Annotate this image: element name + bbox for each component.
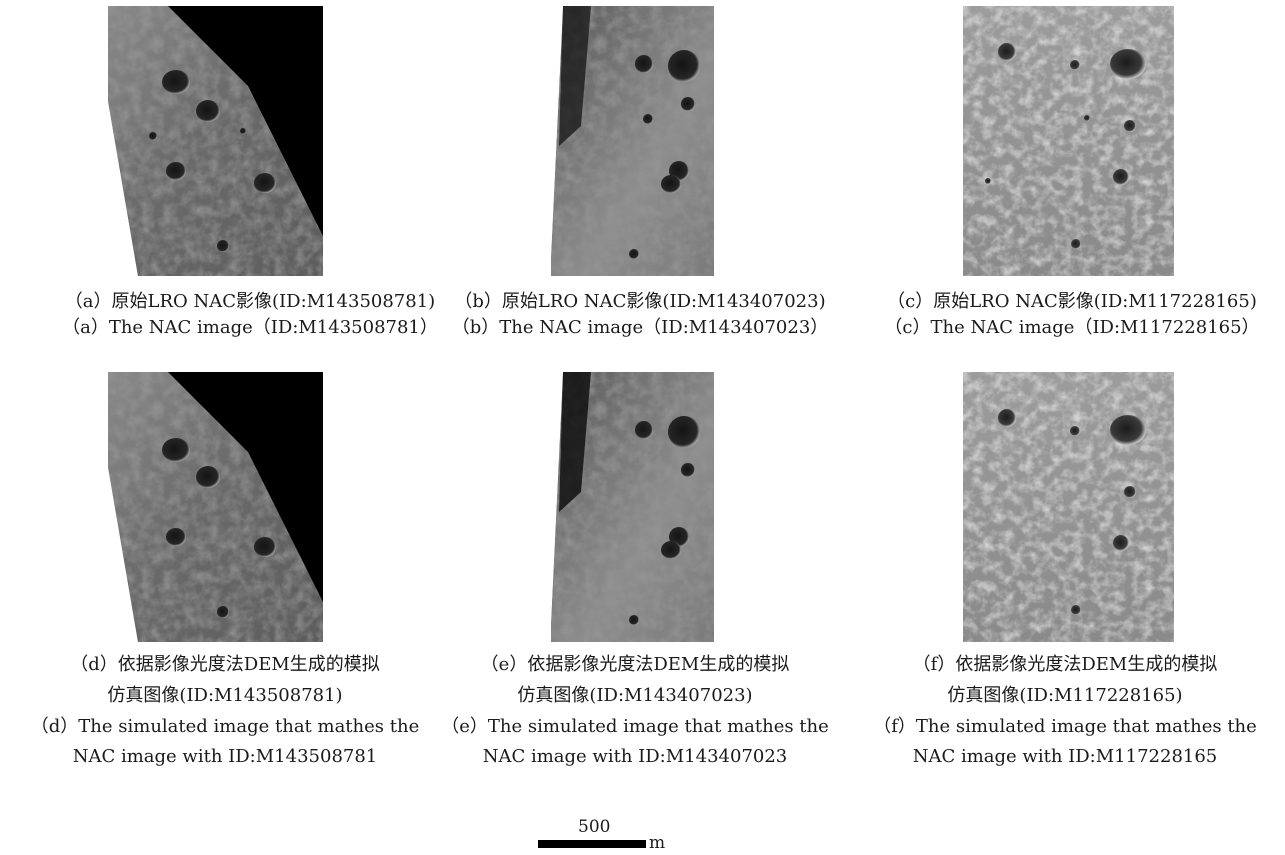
scale-bar-bar [538,840,646,848]
caption-f-en-1: （f）The simulated image that mathes the [873,716,1257,737]
scale-bar-unit: m [649,833,666,853]
caption-f-cn-2: 仿真图像(ID:M117228165) [947,685,1183,706]
caption-f-en-2: NAC image with ID:M117228165 [912,746,1218,767]
caption-d-en-2: NAC image with ID:M143508781 [72,746,378,767]
caption-e-cn-1: （e）依据影像光度法DEM生成的模拟 [480,654,790,675]
panel-e-image [551,372,714,642]
panel-d-image [108,372,323,642]
panel-a-image [108,6,323,276]
caption-d-cn-1: （d）依据影像光度法DEM生成的模拟 [70,654,380,675]
caption-c: （c）原始LRO NAC影像(ID:M117228165) （c）The NAC… [862,289,1282,341]
caption-b: （b）原始LRO NAC影像(ID:M143407023) （b）The NAC… [430,289,850,341]
scale-bar: 500 m [538,818,688,854]
caption-d-cn-2: 仿真图像(ID:M143508781) [107,685,343,706]
caption-d-en-1: （d）The simulated image that mathes the [30,716,420,737]
caption-b-en: （b）The NAC image（ID:M143407023） [451,317,829,338]
caption-f: （f）依据影像光度法DEM生成的模拟 仿真图像(ID:M117228165) （… [870,652,1260,770]
caption-c-en: （c）The NAC image（ID:M117228165） [884,317,1260,338]
caption-a-en: （a）The NAC image（ID:M143508781） [62,317,438,338]
caption-e-en-1: （e）The simulated image that mathes the [441,716,829,737]
caption-e-en-2: NAC image with ID:M143407023 [482,746,788,767]
caption-f-cn-1: （f）依据影像光度法DEM生成的模拟 [912,654,1218,675]
caption-d: （d）依据影像光度法DEM生成的模拟 仿真图像(ID:M143508781) （… [30,652,420,770]
scale-bar-value: 500 [578,817,611,837]
panel-c-image [963,6,1174,276]
caption-b-cn: （b）原始LRO NAC影像(ID:M143407023) [454,291,826,312]
panel-f-image [963,372,1174,642]
caption-e: （e）依据影像光度法DEM生成的模拟 仿真图像(ID:M143407023) （… [440,652,830,770]
caption-a-cn: （a）原始LRO NAC影像(ID:M143508781) [64,291,436,312]
caption-c-cn: （c）原始LRO NAC影像(ID:M117228165) [887,291,1257,312]
caption-a: （a）原始LRO NAC影像(ID:M143508781) （a）The NAC… [40,289,460,341]
caption-e-cn-2: 仿真图像(ID:M143407023) [517,685,753,706]
panel-b-image [551,6,714,276]
